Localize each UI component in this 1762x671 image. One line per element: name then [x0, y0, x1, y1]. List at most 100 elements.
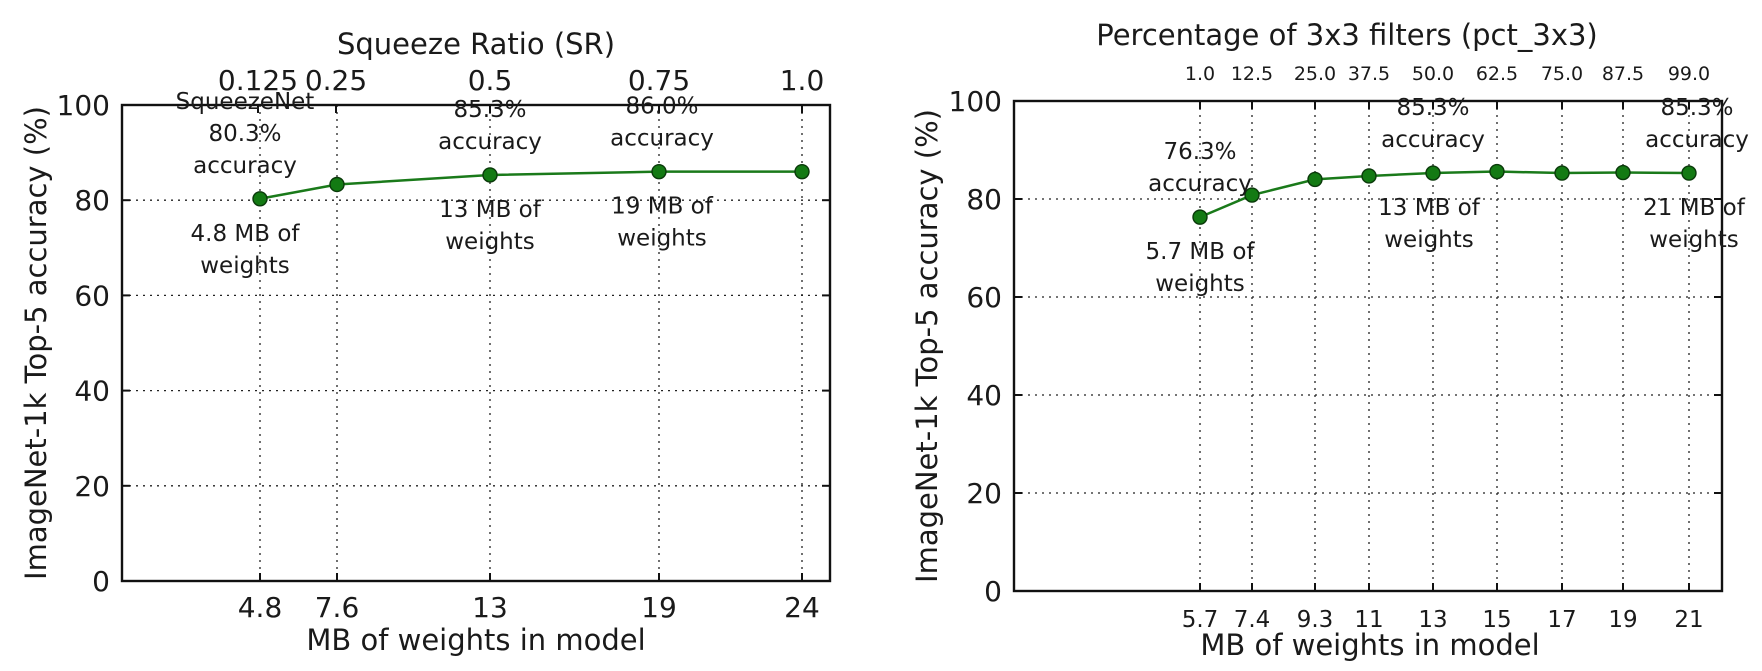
annotation-line: 13 MB of: [439, 197, 542, 223]
top-tick-label: 1.0: [1185, 63, 1215, 85]
plot-frame: [120, 103, 832, 583]
chart-panel-1: 0 20 40 60 80 100 4.8 7.6 13 19 24 0.125 0.25 0.5 0.75…: [19, 27, 832, 657]
y-tick-label: 20: [966, 477, 1002, 510]
y-axis-label: ImageNet-1k Top-5 accuracy (%): [19, 106, 53, 580]
annotation-line: 85.3%: [453, 97, 526, 123]
annotation-line: 76.3%: [1163, 139, 1236, 165]
annotation: 85.3% accuracy: [438, 97, 542, 155]
data-point: [1489, 163, 1505, 180]
data-point: [329, 176, 345, 193]
data-point: [651, 163, 667, 180]
top-tick-label: 37.5: [1348, 63, 1390, 85]
annotation-line: weights: [200, 253, 290, 279]
annotation-line: SqueezeNet: [176, 89, 315, 115]
y-tick-label: 80: [74, 184, 110, 217]
data-point: [1615, 164, 1631, 181]
annotation-line: 85.3%: [1396, 95, 1469, 121]
annotation: 76.3% accuracy: [1148, 139, 1252, 197]
top-tick-label: 0.75: [628, 64, 690, 97]
top-tick-label: 0.5: [468, 64, 513, 97]
x-tick-label: 17: [1547, 607, 1576, 633]
y-tick-label: 0: [984, 575, 1002, 608]
data-point: [1554, 165, 1570, 181]
chart-panel-2: 0 20 40 60 80 100 5.7 7.4 9.3 11 13 15 17 19 21 1.0 12.5…: [910, 18, 1749, 662]
y-tick-label: 40: [74, 375, 110, 408]
annotation: SqueezeNet 80.3% accuracy: [176, 89, 315, 179]
data-point: [1244, 187, 1260, 203]
top-tick-label: 75.0: [1541, 63, 1583, 85]
top-tick-label: 12.5: [1231, 63, 1273, 85]
annotation-line: accuracy: [610, 126, 714, 152]
annotation-line: accuracy: [1148, 171, 1252, 197]
annotation: 21 MB of weights: [1643, 195, 1746, 253]
annotation: 85.3% accuracy: [1645, 95, 1749, 153]
y-tick-label: 40: [966, 379, 1002, 412]
annotation: 5.7 MB of weights: [1146, 239, 1256, 297]
annotation: 13 MB of weights: [439, 197, 542, 255]
y-axis-label: ImageNet-1k Top-5 accuracy (%): [910, 109, 944, 583]
annotation: 86.0% accuracy: [610, 94, 714, 152]
data-point: [1425, 165, 1441, 181]
x-axis-label: MB of weights in model: [306, 623, 645, 657]
data-point: [1361, 168, 1377, 184]
x-tick-label: 19: [1608, 607, 1637, 633]
data-point: [252, 191, 268, 207]
y-tick-label: 100: [949, 85, 1002, 118]
top-axis-label: Squeeze Ratio (SR): [337, 27, 615, 61]
x-tick-label: 21: [1674, 607, 1703, 633]
annotation: 19 MB of weights: [611, 194, 714, 252]
y-tick-label: 0: [92, 565, 110, 598]
x-tick-label: 13: [1418, 607, 1447, 633]
annotation: 13 MB of weights: [1378, 195, 1481, 253]
annotation-line: accuracy: [1645, 127, 1749, 153]
data-point: [482, 167, 498, 183]
plot-frame: [1012, 99, 1724, 593]
x-tick-label: 9.3: [1297, 607, 1334, 633]
top-tick-label: 0.25: [305, 64, 367, 97]
top-axis-label: Percentage of 3x3 filters (pct_3x3): [1096, 18, 1598, 52]
y-tick-label: 60: [74, 279, 110, 312]
top-tick-label: 25.0: [1294, 63, 1336, 85]
y-tick-label: 80: [966, 183, 1002, 216]
annotation: 4.8 MB of weights: [191, 221, 301, 279]
annotation-line: 13 MB of: [1378, 195, 1481, 221]
x-tick-label: 7.4: [1234, 607, 1271, 633]
annotation-line: weights: [445, 229, 535, 255]
data-point: [1307, 171, 1323, 188]
y-tick-label: 60: [966, 281, 1002, 314]
annotation-line: weights: [617, 226, 707, 252]
top-tick-label: 62.5: [1476, 63, 1518, 85]
y-tick-label: 20: [74, 470, 110, 503]
data-point: [1681, 165, 1697, 181]
data-point: [794, 163, 810, 180]
x-tick-label: 4.8: [238, 591, 283, 624]
annotation-line: 4.8 MB of: [191, 221, 301, 247]
annotation-line: weights: [1649, 227, 1739, 253]
x-tick-label: 15: [1482, 607, 1511, 633]
x-tick-label: 13: [472, 591, 508, 624]
data-point: [1192, 209, 1208, 225]
annotation: 85.3% accuracy: [1381, 95, 1485, 153]
annotation-line: accuracy: [1381, 127, 1485, 153]
top-tick-label: 0.125: [218, 64, 298, 97]
annotation-line: weights: [1384, 227, 1474, 253]
annotation-line: weights: [1155, 271, 1245, 297]
y-tick-label: 100: [57, 89, 110, 122]
top-tick-label: 1.0: [780, 64, 825, 97]
x-tick-label: 19: [641, 591, 677, 624]
annotation-line: 21 MB of: [1643, 195, 1746, 221]
top-tick-label: 99.0: [1668, 63, 1710, 85]
annotation-line: 5.7 MB of: [1146, 239, 1256, 265]
x-tick-label: 5.7: [1182, 607, 1219, 633]
x-tick-label: 24: [784, 591, 820, 624]
annotation-line: accuracy: [438, 129, 542, 155]
annotation-line: 85.3%: [1660, 95, 1733, 121]
annotation-line: 80.3%: [208, 121, 281, 147]
annotation-line: accuracy: [193, 153, 297, 179]
annotation-line: 19 MB of: [611, 194, 714, 220]
x-tick-label: 11: [1354, 607, 1383, 633]
annotation-line: 86.0%: [625, 94, 698, 120]
top-tick-label: 87.5: [1602, 63, 1644, 85]
x-axis-label: MB of weights in model: [1200, 628, 1539, 662]
